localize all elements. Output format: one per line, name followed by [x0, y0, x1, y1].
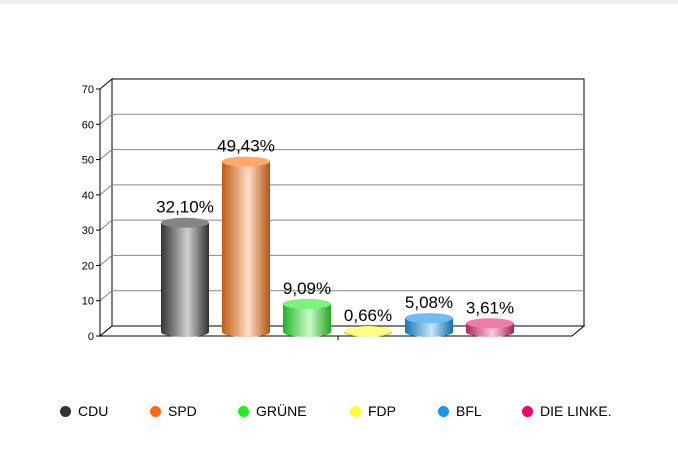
legend-swatch-cdu [60, 405, 71, 417]
bar-fdp [344, 326, 392, 337]
bar-top [466, 318, 514, 329]
y-tick-label: 10 [82, 296, 94, 308]
y-tick-label: 70 [82, 84, 94, 96]
legend-label-cdu: CDU [78, 403, 109, 419]
legend-item-fdp: FDP [350, 402, 396, 420]
data-label: 9,09% [283, 279, 331, 298]
bar-body [161, 222, 209, 337]
legend-label-spd: SPD [168, 403, 197, 419]
legend-swatch-gruene [238, 405, 249, 417]
y-tick-label: 50 [82, 155, 94, 167]
left-wall [99, 77, 113, 338]
data-label: 5,08% [405, 293, 453, 312]
legend: CDU SPD GRÜNE FDP BFL DIE LINKE. [60, 402, 660, 420]
legend-item-die-linke: DIE LINKE. [522, 402, 612, 420]
legend-item-bfl: BFL [438, 402, 482, 420]
bar-gr-ne [283, 298, 331, 337]
bar-spd [222, 156, 270, 337]
legend-swatch-bfl [438, 405, 449, 417]
legend-label-fdp: FDP [368, 403, 396, 419]
bar-cdu [161, 217, 209, 337]
bar-die-linke- [466, 318, 514, 337]
bar-top [222, 156, 270, 167]
y-tick-label: 60 [82, 119, 94, 131]
bar-body [405, 318, 453, 337]
data-label: 3,61% [466, 298, 514, 317]
legend-swatch-spd [150, 405, 161, 417]
legend-item-cdu: CDU [60, 402, 108, 420]
bars [161, 156, 514, 337]
top-border [0, 0, 678, 4]
legend-item-gruene: GRÜNE [238, 402, 307, 420]
legend-item-spd: SPD [150, 402, 197, 420]
gridline-side [99, 255, 113, 266]
gridline-side [99, 113, 113, 125]
y-tick-label: 40 [82, 190, 94, 202]
legend-swatch-fdp [350, 405, 361, 417]
bar-top [344, 326, 392, 336]
bar-top [161, 217, 209, 228]
y-axis: 0 10 20 30 40 50 60 70 [82, 84, 339, 343]
bar-body [283, 303, 331, 337]
legend-swatch-die-linke [522, 405, 533, 417]
legend-label-gruene: GRÜNE [256, 403, 307, 419]
bar-top [283, 298, 331, 309]
data-label: 49,43% [217, 137, 275, 156]
bar-top [405, 313, 453, 324]
y-tick-label: 0 [88, 331, 94, 343]
data-label: 32,10% [156, 198, 214, 217]
y-tick-label: 30 [82, 225, 94, 237]
gridline-side [99, 184, 113, 196]
gridline-side [99, 219, 113, 231]
data-labels: 32,10% 49,43% 9,09% 0,66% 5,08% 3,61% [156, 137, 514, 325]
bar-bfl [405, 313, 453, 337]
bar-body [222, 161, 270, 337]
gridline-side [99, 290, 113, 302]
data-label: 0,66% [344, 306, 392, 325]
gridline-side [99, 149, 113, 160]
legend-label-bfl: BFL [456, 403, 482, 419]
legend-label-die-linke: DIE LINKE. [540, 403, 612, 419]
y-tick-label: 20 [82, 260, 94, 272]
